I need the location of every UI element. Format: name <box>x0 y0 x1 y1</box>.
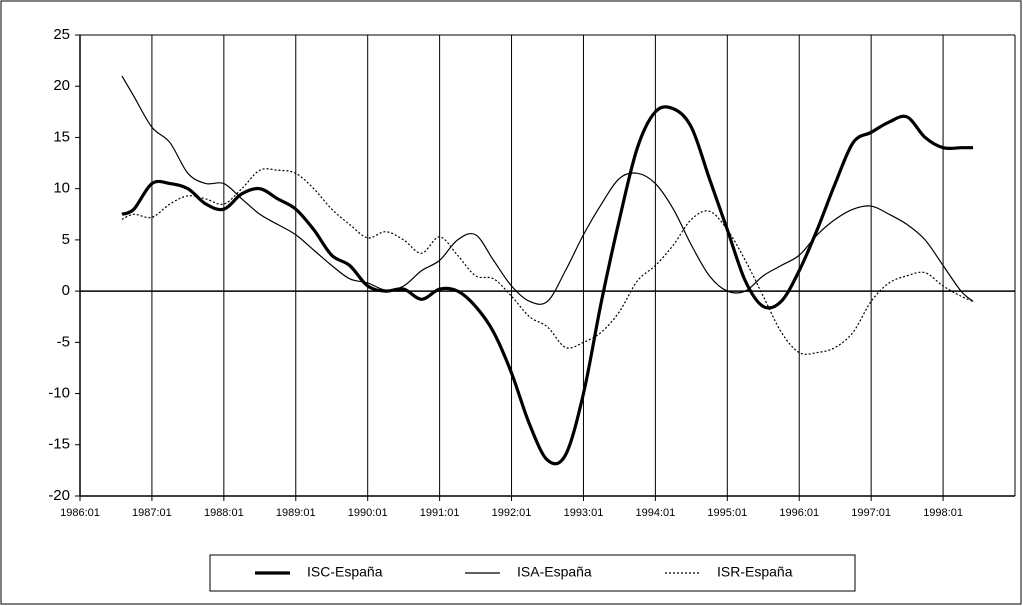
series-line <box>121 168 974 355</box>
x-tick-label: 1991:01 <box>420 507 460 519</box>
y-tick-label: 10 <box>53 180 70 197</box>
x-tick-label: 1998:01 <box>923 507 963 519</box>
x-tick-label: 1996:01 <box>779 507 819 519</box>
x-tick-label: 1993:01 <box>564 507 604 519</box>
x-tick-label: 1989:01 <box>276 507 316 519</box>
x-tick-label: 1990:01 <box>348 507 388 519</box>
x-tick-label: 1988:01 <box>204 507 244 519</box>
y-tick-label: 25 <box>53 26 70 43</box>
x-tick-label: 1995:01 <box>707 507 747 519</box>
y-tick-label: 0 <box>62 282 70 299</box>
x-tick-label: 1994:01 <box>636 507 676 519</box>
x-tick-label: 1987:01 <box>132 507 172 519</box>
legend-box <box>209 554 856 592</box>
y-tick-label: -15 <box>48 436 70 453</box>
y-tick-label: -10 <box>48 385 70 402</box>
x-tick-label: 1986:01 <box>60 507 100 519</box>
y-tick-label: 15 <box>53 128 70 145</box>
x-tick-label: 1997:01 <box>851 507 891 519</box>
y-tick-label: -5 <box>57 333 70 350</box>
series-line <box>121 75 974 305</box>
y-tick-label: 5 <box>62 231 70 248</box>
legend-label: ISC-España <box>307 564 383 580</box>
y-tick-label: -20 <box>48 487 70 504</box>
y-tick-label: 20 <box>53 77 70 94</box>
legend-label: ISA-España <box>517 564 592 580</box>
series-line <box>121 105 974 466</box>
legend-label: ISR-España <box>717 564 793 580</box>
x-tick-label: 1992:01 <box>492 507 532 519</box>
